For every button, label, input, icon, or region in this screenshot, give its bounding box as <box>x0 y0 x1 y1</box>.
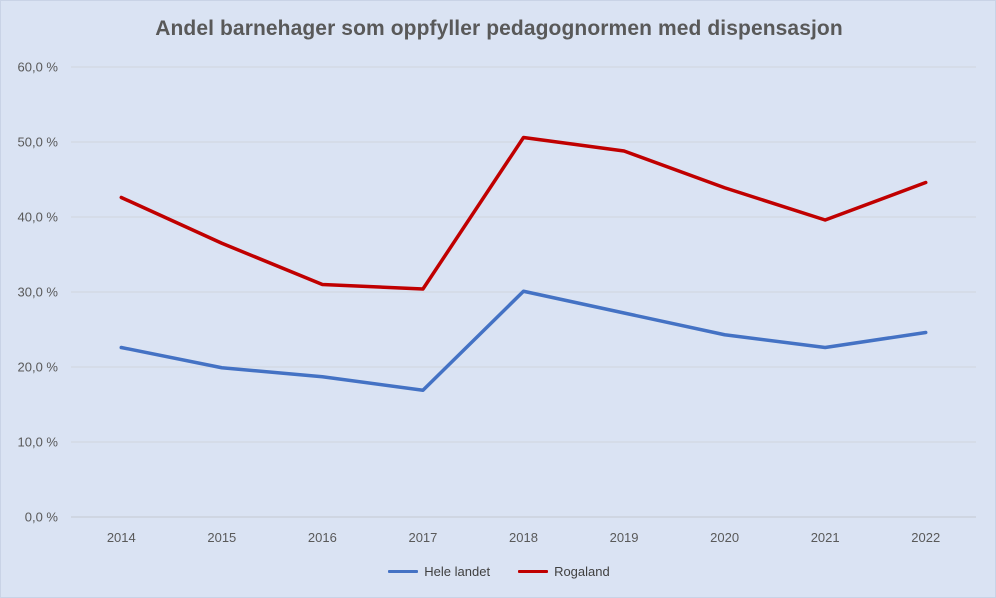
x-tick-label: 2021 <box>811 530 840 545</box>
legend-item-hele-landet: Hele landet <box>388 564 490 579</box>
legend-swatch-hele-landet <box>388 570 419 573</box>
y-tick-label: 0,0 % <box>25 510 59 525</box>
series-lines <box>119 135 928 392</box>
x-tick-label: 2018 <box>509 530 538 545</box>
legend-item-rogaland: Rogaland <box>518 564 610 579</box>
x-axis-ticks: 2014 2015 2016 2017 2018 2019 2020 2021 2022 <box>107 530 940 545</box>
y-tick-label: 40,0 % <box>18 210 59 225</box>
y-tick-label: 10,0 % <box>18 435 59 450</box>
y-tick-label: 60,0 % <box>18 60 59 75</box>
chart-title: Andel barnehager som oppfyller pedagogno… <box>155 17 843 40</box>
y-tick-label: 50,0 % <box>18 135 59 150</box>
legend-label-rogaland: Rogaland <box>554 564 610 579</box>
y-tick-label: 30,0 % <box>18 285 59 300</box>
x-tick-label: 2019 <box>610 530 639 545</box>
x-tick-label: 2017 <box>408 530 437 545</box>
x-tick-label: 2022 <box>911 530 940 545</box>
x-tick-label: 2016 <box>308 530 337 545</box>
legend-swatch-rogaland <box>518 570 549 573</box>
y-axis-ticks: 0,0 % 10,0 % 20,0 % 30,0 % 40,0 % 50,0 % 60,0 … <box>18 60 59 525</box>
x-tick-label: 2020 <box>710 530 739 545</box>
x-tick-label: 2014 <box>107 530 136 545</box>
legend-label-hele-landet: Hele landet <box>424 564 491 579</box>
x-tick-label: 2015 <box>207 530 236 545</box>
series-line-hele-landet <box>119 289 928 392</box>
legend: Hele landet Rogaland <box>1 564 996 579</box>
y-tick-label: 20,0 % <box>18 360 59 375</box>
series-line-rogaland <box>119 135 928 291</box>
